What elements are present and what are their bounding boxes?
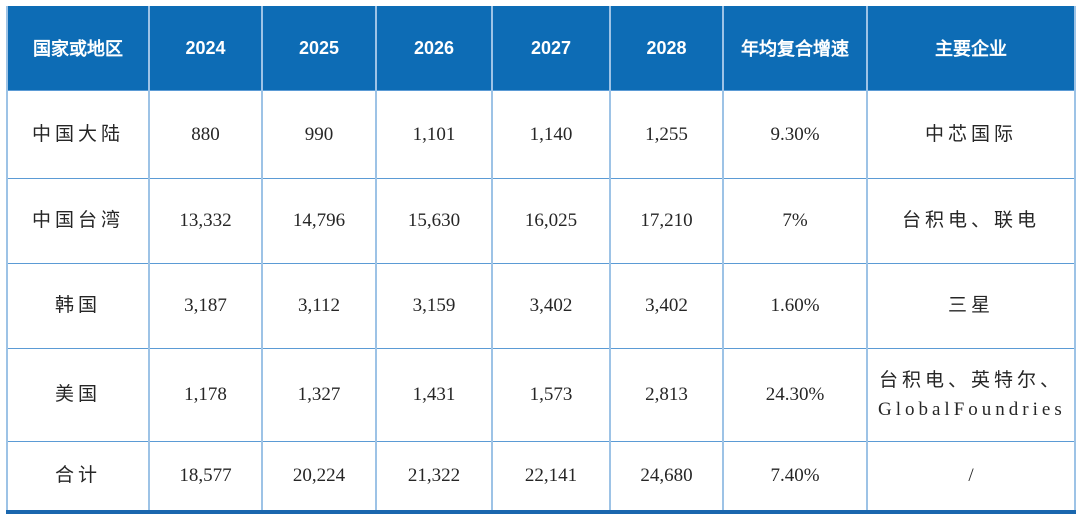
market-forecast-table: 国家或地区 2024 2025 2026 2027 2028 年均复合增速 主要… xyxy=(6,6,1076,514)
table-row-usa: 美国 1,178 1,327 1,431 1,573 2,813 24.30% … xyxy=(7,348,1075,442)
cell-2027: 1,573 xyxy=(491,348,611,442)
cell-2028: 2,813 xyxy=(609,348,724,442)
column-header-2024: 2024 xyxy=(148,6,263,91)
cell-companies: 台积电、英特尔、GlobalFoundries xyxy=(866,348,1075,442)
cell-companies: 台积电、联电 xyxy=(866,178,1075,264)
table-row-china-taiwan: 中国台湾 13,332 14,796 15,630 16,025 17,210 … xyxy=(7,178,1075,264)
cell-cagr: 7.40% xyxy=(722,441,868,512)
cell-region: 韩国 xyxy=(7,263,150,349)
cell-2025: 14,796 xyxy=(261,178,377,264)
cell-2028: 3,402 xyxy=(609,263,724,349)
cell-region: 中国大陆 xyxy=(7,90,150,179)
column-header-2027: 2027 xyxy=(491,6,611,91)
cell-region: 美国 xyxy=(7,348,150,442)
cell-cagr: 7% xyxy=(722,178,868,264)
cell-2027: 16,025 xyxy=(491,178,611,264)
cell-cagr: 9.30% xyxy=(722,90,868,179)
cell-2028: 1,255 xyxy=(609,90,724,179)
cell-2025: 3,112 xyxy=(261,263,377,349)
cell-2027: 1,140 xyxy=(491,90,611,179)
cell-2026: 3,159 xyxy=(375,263,493,349)
cell-2027: 22,141 xyxy=(491,441,611,512)
cell-2024: 3,187 xyxy=(148,263,263,349)
cell-companies: 三星 xyxy=(866,263,1075,349)
cell-2026: 21,322 xyxy=(375,441,493,512)
column-header-region: 国家或地区 xyxy=(7,6,150,91)
cell-2024: 880 xyxy=(148,90,263,179)
header-row: 国家或地区 2024 2025 2026 2027 2028 年均复合增速 主要… xyxy=(7,6,1075,91)
table-row-total: 合计 18,577 20,224 21,322 22,141 24,680 7.… xyxy=(7,441,1075,512)
cell-region: 中国台湾 xyxy=(7,178,150,264)
cell-2027: 3,402 xyxy=(491,263,611,349)
column-header-2026: 2026 xyxy=(375,6,493,91)
cell-2028: 17,210 xyxy=(609,178,724,264)
cell-2025: 20,224 xyxy=(261,441,377,512)
cell-2025: 1,327 xyxy=(261,348,377,442)
column-header-cagr: 年均复合增速 xyxy=(722,6,868,91)
cell-companies: 中芯国际 xyxy=(866,90,1075,179)
cell-2028: 24,680 xyxy=(609,441,724,512)
cell-2026: 1,101 xyxy=(375,90,493,179)
cell-2026: 15,630 xyxy=(375,178,493,264)
cell-2026: 1,431 xyxy=(375,348,493,442)
cell-companies: / xyxy=(866,441,1075,512)
cell-2024: 18,577 xyxy=(148,441,263,512)
column-header-2028: 2028 xyxy=(609,6,724,91)
cell-2025: 990 xyxy=(261,90,377,179)
column-header-2025: 2025 xyxy=(261,6,377,91)
table-row-china-mainland: 中国大陆 880 990 1,101 1,140 1,255 9.30% 中芯国… xyxy=(7,90,1075,179)
cell-region: 合计 xyxy=(7,441,150,512)
cell-cagr: 1.60% xyxy=(722,263,868,349)
cell-2024: 1,178 xyxy=(148,348,263,442)
cell-cagr: 24.30% xyxy=(722,348,868,442)
column-header-companies: 主要企业 xyxy=(866,6,1075,91)
table-row-korea: 韩国 3,187 3,112 3,159 3,402 3,402 1.60% 三… xyxy=(7,263,1075,349)
cell-2024: 13,332 xyxy=(148,178,263,264)
